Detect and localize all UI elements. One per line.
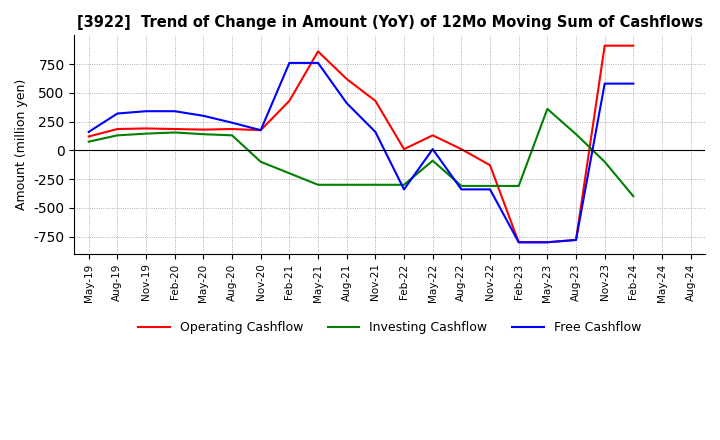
Title: [3922]  Trend of Change in Amount (YoY) of 12Mo Moving Sum of Cashflows: [3922] Trend of Change in Amount (YoY) o… [76, 15, 703, 30]
Free Cashflow [543, 240, 552, 245]
Investing Cashflow [314, 182, 323, 187]
Operating Cashflow [84, 134, 93, 139]
Operating Cashflow [256, 128, 265, 133]
Operating Cashflow [199, 127, 207, 132]
Investing Cashflow [600, 159, 609, 165]
Line: Free Cashflow: Free Cashflow [89, 63, 634, 242]
Free Cashflow [142, 109, 150, 114]
Operating Cashflow [600, 43, 609, 48]
Investing Cashflow [543, 106, 552, 112]
Investing Cashflow [113, 133, 122, 138]
Free Cashflow [457, 187, 466, 192]
Legend: Operating Cashflow, Investing Cashflow, Free Cashflow: Operating Cashflow, Investing Cashflow, … [133, 316, 646, 339]
Investing Cashflow [400, 182, 408, 187]
Operating Cashflow [228, 126, 236, 132]
Operating Cashflow [343, 77, 351, 82]
Operating Cashflow [629, 43, 638, 48]
Investing Cashflow [572, 132, 580, 137]
Operating Cashflow [142, 126, 150, 131]
Line: Operating Cashflow: Operating Cashflow [89, 46, 634, 242]
Operating Cashflow [400, 147, 408, 152]
Operating Cashflow [543, 240, 552, 245]
Free Cashflow [629, 81, 638, 86]
Free Cashflow [428, 147, 437, 152]
Operating Cashflow [486, 163, 495, 168]
Free Cashflow [171, 109, 179, 114]
Free Cashflow [343, 100, 351, 106]
Investing Cashflow [171, 130, 179, 135]
Investing Cashflow [371, 182, 379, 187]
Free Cashflow [371, 129, 379, 135]
Operating Cashflow [113, 126, 122, 132]
Free Cashflow [486, 187, 495, 192]
Operating Cashflow [314, 49, 323, 54]
Operating Cashflow [285, 98, 294, 103]
Free Cashflow [400, 187, 408, 192]
Operating Cashflow [457, 147, 466, 152]
Investing Cashflow [428, 158, 437, 163]
Investing Cashflow [256, 159, 265, 165]
Free Cashflow [314, 60, 323, 66]
Investing Cashflow [142, 131, 150, 136]
Operating Cashflow [514, 240, 523, 245]
Investing Cashflow [84, 139, 93, 144]
Investing Cashflow [457, 183, 466, 189]
Investing Cashflow [199, 132, 207, 137]
Investing Cashflow [285, 171, 294, 176]
Investing Cashflow [228, 133, 236, 138]
Free Cashflow [84, 129, 93, 135]
Free Cashflow [514, 240, 523, 245]
Free Cashflow [285, 60, 294, 66]
Free Cashflow [256, 128, 265, 133]
Free Cashflow [113, 111, 122, 116]
Investing Cashflow [343, 182, 351, 187]
Free Cashflow [228, 120, 236, 125]
Investing Cashflow [514, 183, 523, 189]
Investing Cashflow [629, 194, 638, 199]
Free Cashflow [600, 81, 609, 86]
Y-axis label: Amount (million yen): Amount (million yen) [15, 79, 28, 210]
Investing Cashflow [486, 183, 495, 189]
Operating Cashflow [572, 237, 580, 242]
Operating Cashflow [171, 126, 179, 132]
Operating Cashflow [428, 133, 437, 138]
Free Cashflow [199, 113, 207, 118]
Operating Cashflow [371, 98, 379, 103]
Line: Investing Cashflow: Investing Cashflow [89, 109, 634, 196]
Free Cashflow [572, 237, 580, 242]
